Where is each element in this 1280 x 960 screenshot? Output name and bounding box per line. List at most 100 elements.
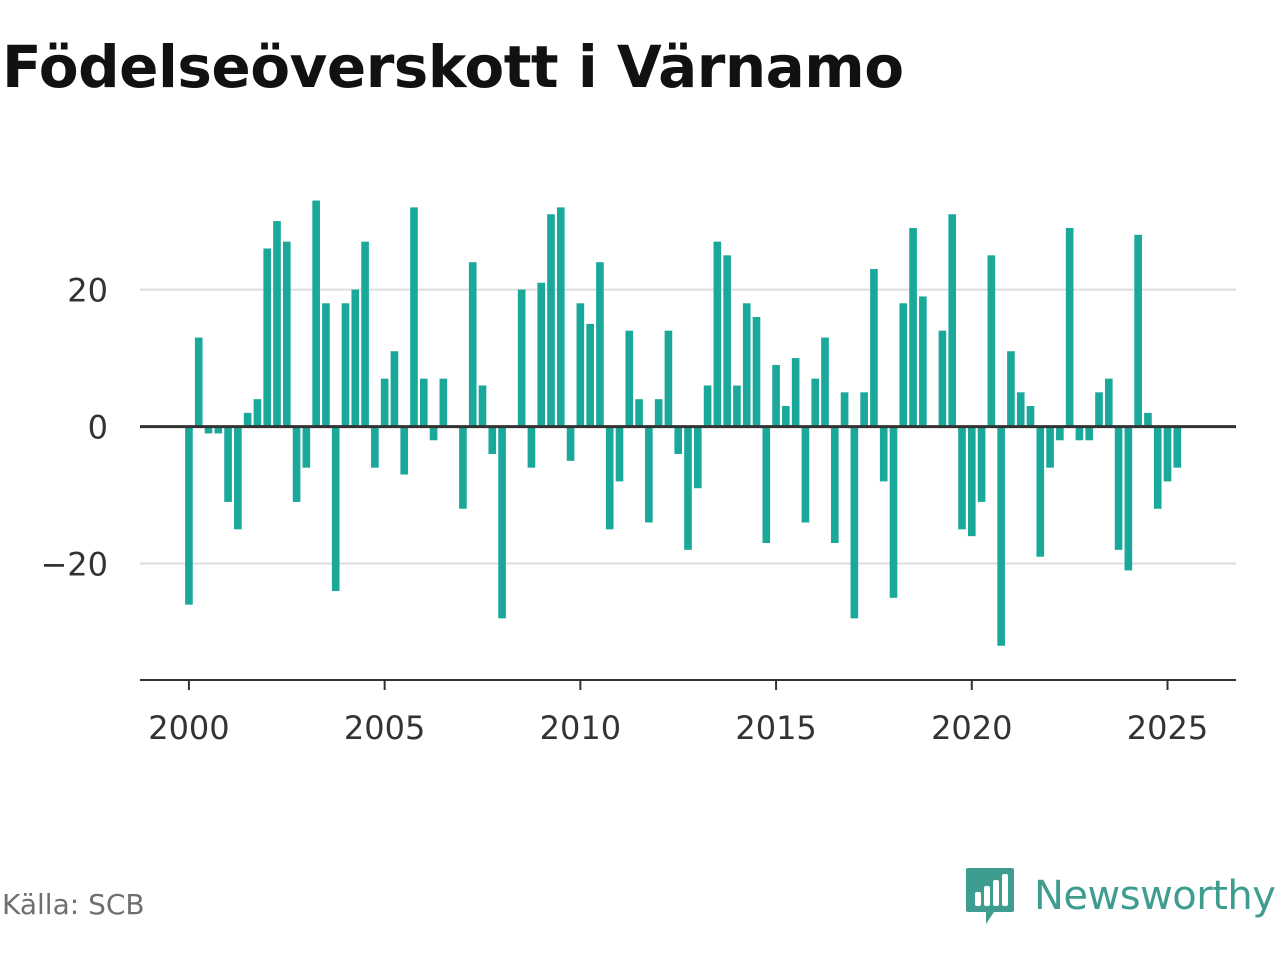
bar xyxy=(537,282,546,427)
bar xyxy=(772,364,780,427)
bar xyxy=(439,378,448,427)
bar xyxy=(586,323,594,427)
chart-title: Födelseöverskott i Värnamo xyxy=(2,33,904,101)
bar xyxy=(400,426,409,475)
bar xyxy=(1075,426,1084,441)
bar xyxy=(958,426,966,530)
bar xyxy=(713,241,722,427)
bar xyxy=(322,303,330,427)
bar xyxy=(693,426,702,489)
bar xyxy=(1124,426,1133,571)
bar xyxy=(194,337,203,427)
bar xyxy=(1134,234,1142,427)
bar-chart: 20 0 −20 2000 2005 2010 2015 2020 2025 xyxy=(40,200,1236,747)
x-tick-label: 2015 xyxy=(735,709,816,747)
bar xyxy=(576,303,585,427)
bar xyxy=(801,426,810,523)
bar xyxy=(1085,426,1094,441)
bar xyxy=(312,200,320,427)
bar xyxy=(419,378,428,427)
bar xyxy=(615,426,624,482)
bar xyxy=(879,426,888,482)
bar xyxy=(1026,406,1035,427)
bar xyxy=(899,303,908,427)
bar xyxy=(380,378,389,427)
bar xyxy=(234,426,242,530)
bar xyxy=(410,207,418,427)
bar xyxy=(948,214,957,427)
bar xyxy=(459,426,467,509)
bar xyxy=(498,426,506,619)
bar xyxy=(371,426,379,468)
bar xyxy=(1016,392,1025,427)
bar xyxy=(870,269,878,427)
bar xyxy=(468,262,477,427)
bar xyxy=(723,255,731,427)
bar xyxy=(263,248,272,427)
bar xyxy=(351,289,360,427)
bar xyxy=(664,330,673,427)
bar xyxy=(1104,378,1113,427)
bar xyxy=(390,351,399,427)
bar xyxy=(566,426,575,461)
bar xyxy=(654,399,663,427)
bar xyxy=(684,426,692,550)
bar xyxy=(204,426,213,434)
bar xyxy=(625,330,634,427)
source-note: Källa: SCB xyxy=(2,888,145,921)
bar xyxy=(282,241,291,427)
y-tick-label: −20 xyxy=(40,546,108,584)
bar-chart-speech-bubble-icon xyxy=(966,868,1014,924)
bar xyxy=(1036,426,1045,557)
bar xyxy=(224,426,232,502)
bar xyxy=(977,426,986,502)
bar xyxy=(341,303,350,427)
bar xyxy=(596,262,604,427)
bar xyxy=(782,406,790,427)
bar xyxy=(967,426,976,537)
bar xyxy=(361,241,369,427)
bar xyxy=(273,221,281,427)
bar xyxy=(1046,426,1054,468)
y-tick-label: 20 xyxy=(67,272,108,310)
bar xyxy=(429,426,438,441)
bar xyxy=(302,426,311,468)
bar xyxy=(703,385,712,427)
bar xyxy=(860,392,868,427)
bar xyxy=(840,392,849,427)
bar xyxy=(742,303,751,427)
bar xyxy=(214,426,223,434)
bar xyxy=(1114,426,1123,550)
x-tick-label: 2005 xyxy=(344,709,425,747)
gridlines xyxy=(140,288,1236,565)
bar xyxy=(556,207,565,427)
bar xyxy=(791,358,800,427)
bar xyxy=(547,214,555,427)
bar xyxy=(1095,392,1103,427)
x-tick-label: 2025 xyxy=(1127,709,1208,747)
bar xyxy=(909,227,917,427)
brand-name: Newsworthy xyxy=(1034,873,1276,919)
axes: 20 0 −20 2000 2005 2010 2015 2020 2025 xyxy=(40,272,1236,747)
x-tick-label: 2020 xyxy=(931,709,1012,747)
bar xyxy=(830,426,839,544)
bar xyxy=(733,385,741,427)
bar xyxy=(752,316,761,427)
bar xyxy=(1007,351,1015,427)
brand-logo[interactable]: Newsworthy xyxy=(964,866,1276,926)
bar xyxy=(1163,426,1172,482)
bar xyxy=(185,426,193,605)
bar xyxy=(488,426,497,454)
bar xyxy=(762,426,771,544)
bar xyxy=(997,426,1005,646)
bar xyxy=(1153,426,1162,509)
bar xyxy=(1056,426,1064,441)
x-tick-label: 2010 xyxy=(540,709,621,747)
bar xyxy=(478,385,487,427)
bar xyxy=(919,296,927,427)
bar xyxy=(850,426,859,619)
bar xyxy=(1173,426,1182,468)
y-tick-label: 0 xyxy=(88,409,108,447)
bar xyxy=(292,426,301,502)
x-tick-label: 2000 xyxy=(148,709,229,747)
